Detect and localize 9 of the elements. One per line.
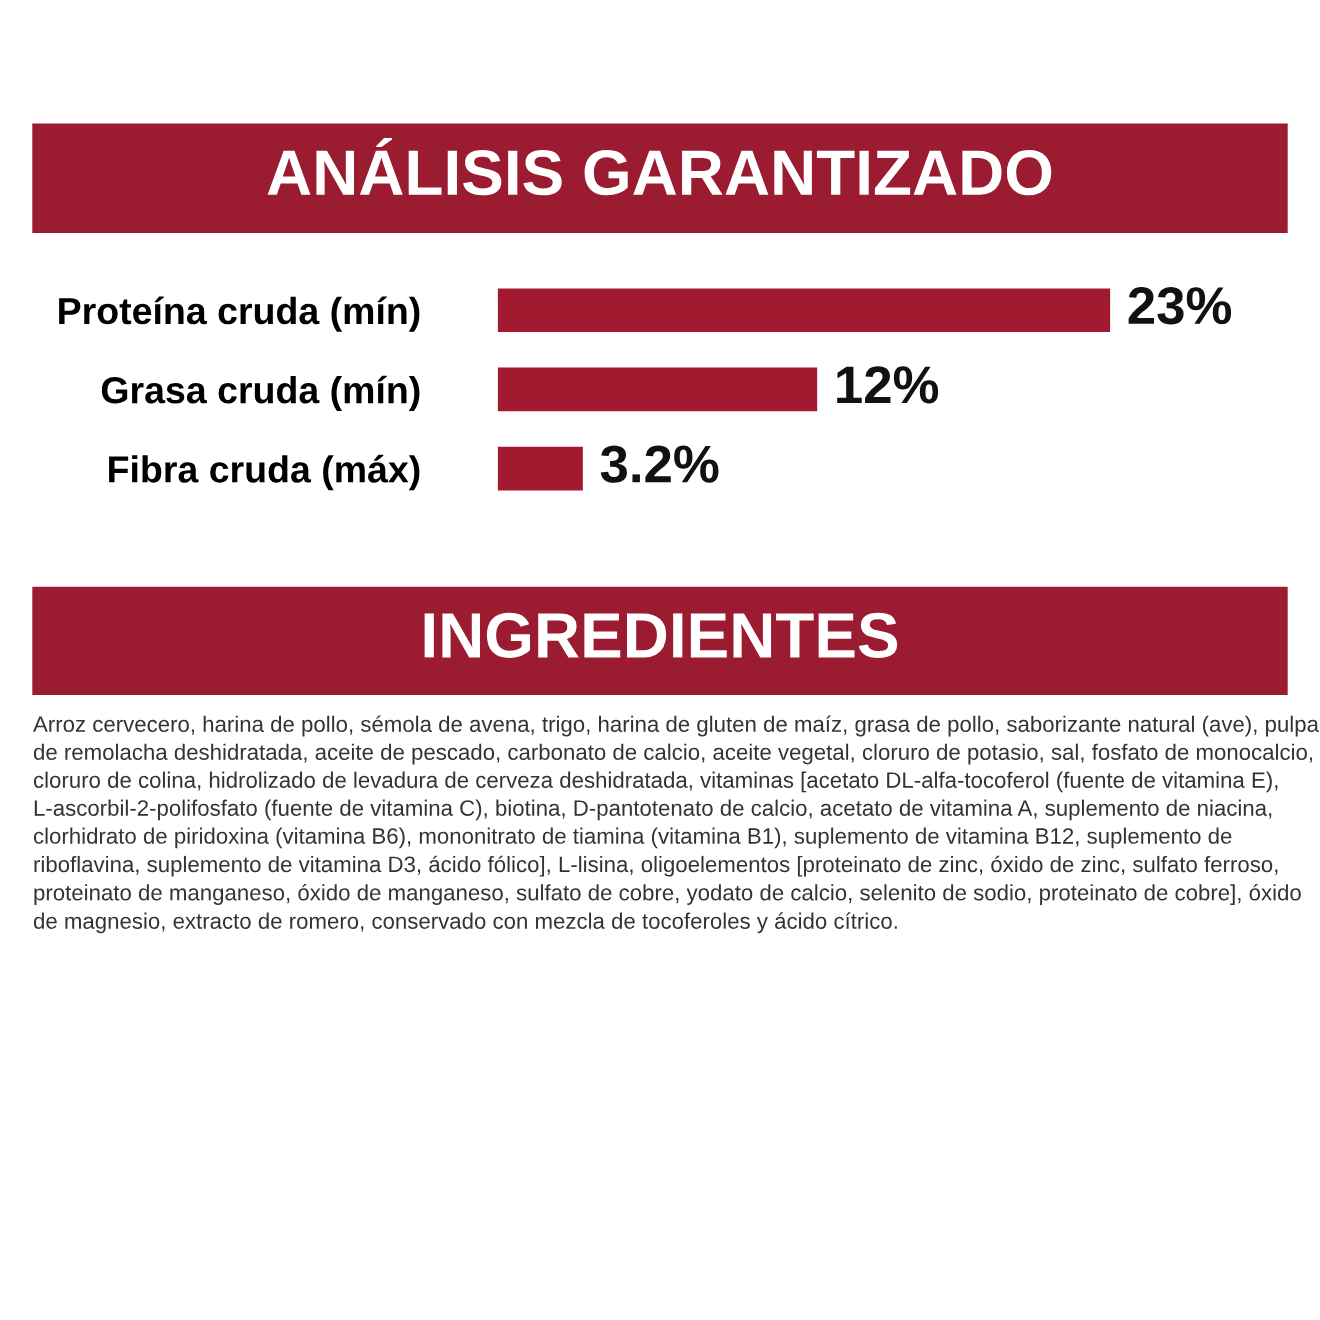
y-tick-label: Proteína cruda (mín) bbox=[59, 296, 420, 332]
y-tick-label: Grasa cruda (mín) bbox=[101, 375, 420, 411]
data-label: 12% bbox=[837, 366, 939, 404]
data-label: 23% bbox=[1128, 286, 1232, 325]
text: INGREDIENTES bbox=[424, 612, 898, 659]
y-tick-label: Fibra cruda (máx) bbox=[109, 454, 420, 491]
chart-title: ANÁLISIS GARANTIZADO bbox=[267, 138, 1052, 196]
data-label: 3.2% bbox=[600, 445, 719, 483]
text: Arroz cervecero, harina de pollo, sémola de avena, trigo, harina de gluten de maíz, grasa de pollo, saborizante natural (ave), pulpa de remolacha deshidratada, aceite de pescado, carbonato de calcio, aceite vegetal, cloruro de potasio, sal, fosfato de monocalcio, cloruro de colina, hidrolizado de levadura de cerveza deshidratada, vitaminas [acetato DL-alfa-tocoferol (fuente de vitamina E), L-ascorbil-2-polifosfato (fuente de vitamina C), biotina, D-pantotenato de calcio, acetato de vitamina A, suplemento de niacina, clorhidrato de piridoxina (vitamina B6), mononitrato de tiamina (vitamina B1), suplemento de vitamina B12, suplemento de riboflavina, suplemento de vitamina D3, ácido fólico], L-lisina, oligoelementos [proteinato de zinc, óxido de zinc, sulfato ferroso, proteinato de manganeso, óxido de manganeso, sulfato de cobre, yodato de calcio, selenito de sodio, proteinato de cobre], óxido de magnesio, extracto de romero, conservado con mezcla de tocoferoles y ácido cítrico. bbox=[33, 715, 1319, 934]
